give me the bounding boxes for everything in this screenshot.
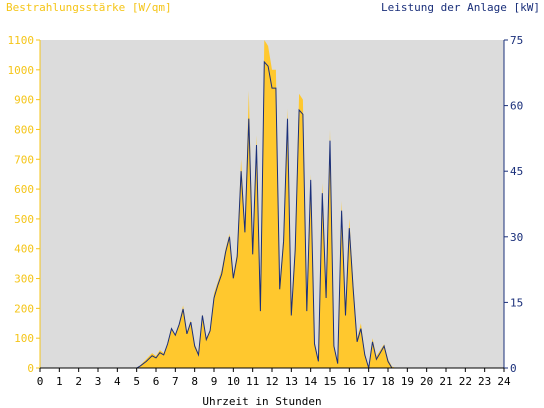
- x-tick-label: 10: [227, 375, 240, 388]
- x-tick-label: 20: [420, 375, 433, 388]
- y-left-tick-label: 500: [14, 213, 34, 226]
- y-left-tick-label: 300: [14, 273, 34, 286]
- x-tick-label: 14: [304, 375, 318, 388]
- y-left-tick-label: 100: [14, 332, 34, 345]
- x-tick-label: 8: [191, 375, 198, 388]
- x-tick-label: 4: [114, 375, 121, 388]
- x-tick-label: 24: [497, 375, 511, 388]
- y-left-tick-label: 400: [14, 243, 34, 256]
- chart-marks: [40, 40, 504, 369]
- x-tick-label: 12: [265, 375, 278, 388]
- y-left-tick-label: 700: [14, 153, 34, 166]
- x-tick-label: 1: [56, 375, 63, 388]
- y-left-tick-label: 800: [14, 123, 34, 136]
- y-left-tick-label: 1100: [8, 34, 35, 47]
- y-right-tick-label: 45: [510, 165, 523, 178]
- x-tick-label: 22: [459, 375, 472, 388]
- x-tick-label: 21: [439, 375, 452, 388]
- x-tick-label: 19: [401, 375, 414, 388]
- y-right-tick-label: 15: [510, 296, 523, 309]
- x-tick-label: 15: [323, 375, 336, 388]
- y-left-tick-label: 200: [14, 302, 34, 315]
- x-tick-label: 5: [133, 375, 140, 388]
- y-left-tick-label: 1000: [8, 64, 35, 77]
- series-irradiance-area: [40, 40, 504, 368]
- x-tick-label: 6: [153, 375, 160, 388]
- x-tick-label: 11: [246, 375, 259, 388]
- x-tick-label: 17: [362, 375, 375, 388]
- x-tick-label: 2: [75, 375, 82, 388]
- y-right-tick-label: 30: [510, 231, 523, 244]
- x-axis-label: Uhrzeit in Stunden: [202, 395, 321, 408]
- y-left-tick-label: 600: [14, 183, 34, 196]
- x-tick-label: 16: [343, 375, 356, 388]
- y-right-tick-label: 60: [510, 100, 523, 113]
- y-right-tick-label: 0: [510, 362, 517, 375]
- series-power-line: [40, 60, 504, 369]
- left-axis-title: Bestrahlungsstärke [W/qm]: [6, 1, 172, 14]
- x-tick-label: 0: [37, 375, 44, 388]
- x-tick-label: 13: [285, 375, 298, 388]
- axis-ticks: 0100200300400500600700800900100011000153…: [8, 34, 524, 388]
- x-tick-label: 18: [381, 375, 394, 388]
- right-axis-title: Leistung der Anlage [kW]: [381, 1, 540, 14]
- x-tick-label: 3: [95, 375, 102, 388]
- x-tick-label: 9: [211, 375, 218, 388]
- y-left-tick-label: 900: [14, 94, 34, 107]
- y-left-tick-label: 0: [27, 362, 34, 375]
- x-tick-label: 23: [478, 375, 491, 388]
- y-right-tick-label: 75: [510, 34, 523, 47]
- x-tick-label: 7: [172, 375, 179, 388]
